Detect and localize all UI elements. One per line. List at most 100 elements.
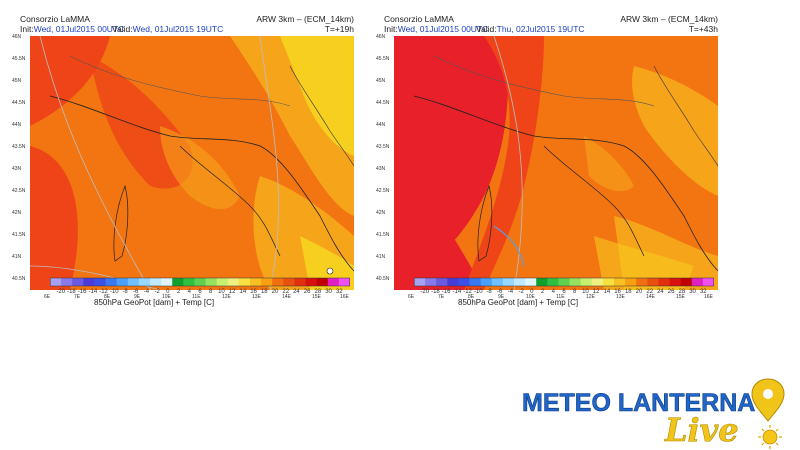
lat-label: 42N [12, 210, 22, 216]
color-swatch [525, 278, 537, 286]
color-swatch [327, 278, 340, 286]
scale-number: 22 [646, 289, 654, 295]
lat-label: 44.5N [376, 100, 390, 106]
scale-number: -6 [497, 289, 503, 295]
lon-label: 10E [526, 294, 535, 300]
logo-script-text: Live [664, 411, 739, 449]
scale-number: 0 [530, 289, 534, 295]
scale-number: 16 [614, 289, 621, 295]
scale-number: 22 [282, 289, 290, 295]
scale-number: -14 [452, 289, 462, 295]
scale-number: 2 [176, 289, 181, 295]
color-swatch [502, 278, 515, 286]
scale-number: 4 [551, 289, 555, 295]
lon-label: 16E [340, 294, 349, 300]
lon-label: 15E [676, 294, 685, 300]
color-swatch [591, 278, 604, 286]
color-swatch [680, 278, 693, 286]
color-swatch [691, 278, 704, 286]
color-swatch [469, 278, 481, 286]
lon-label: 9E [498, 294, 505, 300]
lat-label: 45N [12, 78, 22, 84]
scale-number: 20 [271, 289, 279, 295]
lon-label: 10E [162, 294, 171, 300]
org-title: Consorzio LaMMA [384, 14, 454, 24]
color-swatch [161, 278, 173, 286]
color-swatch [491, 278, 504, 286]
lat-label: 44N [12, 122, 22, 128]
color-swatch [250, 278, 262, 286]
color-swatch [602, 278, 615, 286]
scale-number: 12 [228, 289, 236, 295]
color-swatch [536, 278, 548, 286]
scale-number: 28 [678, 289, 686, 295]
scale-number: -2 [518, 289, 524, 295]
scale-number: 28 [314, 289, 322, 295]
lat-label: 42.5N [376, 188, 390, 194]
lon-label: 7E [438, 294, 445, 300]
scale-number: 32 [699, 289, 707, 295]
lon-label: 6E [408, 294, 415, 300]
scale-number: 12 [592, 289, 600, 295]
color-swatch [569, 278, 581, 286]
color-swatch [458, 278, 470, 286]
color-swatch [216, 278, 229, 286]
scale-number: 30 [689, 289, 696, 295]
lon-label: 12E [222, 294, 231, 300]
color-swatch [205, 278, 217, 286]
color-swatch [702, 278, 714, 286]
scale-number: 30 [325, 289, 332, 295]
lon-label: 6E [44, 294, 51, 300]
lat-label: 46N [12, 34, 22, 40]
lon-label: 11E [556, 294, 565, 300]
scale-number: 6 [562, 289, 566, 295]
lat-label: 41N [376, 254, 386, 260]
scale-number: 8 [209, 289, 213, 295]
lat-label: 43N [376, 166, 386, 172]
scale-number: 20 [635, 289, 643, 295]
lat-label: 45.5N [12, 56, 26, 62]
color-swatch [647, 278, 659, 286]
lat-label: 43.5N [12, 144, 26, 150]
model-title: ARW 3km – (ECM_14km) [620, 14, 718, 24]
lat-label: 40.5N [12, 276, 26, 282]
color-swatch [50, 278, 62, 286]
scale-number: 24 [657, 289, 664, 295]
lon-label: 9E [134, 294, 141, 300]
lat-label: 42.5N [12, 188, 26, 194]
scale-number: 4 [187, 289, 191, 295]
temperature-map-left: 46N 45.5N 45N 44.5N 44N 43.5N 43N 42.5N … [12, 34, 355, 300]
map-field-right [394, 35, 719, 291]
color-scale-left [50, 277, 350, 287]
lon-label: 7E [74, 294, 81, 300]
color-swatch [480, 278, 493, 286]
scale-caption: 850hPa GeoPot [dam] + Temp [C] [94, 298, 215, 307]
scale-number: -20 [56, 289, 66, 295]
lon-label: 11E [192, 294, 201, 300]
color-swatch [116, 278, 129, 286]
scale-number: 16 [250, 289, 257, 295]
lat-label: 43.5N [376, 144, 390, 150]
color-swatch [669, 278, 681, 286]
logo-main-text: METEO LANTERNA [522, 389, 755, 417]
init-time: Init:Wed, 01Jul2015 00UTC [384, 24, 489, 34]
color-swatch [138, 278, 151, 286]
color-swatch [83, 278, 95, 286]
lon-label: 15E [312, 294, 321, 300]
scale-number: 24 [293, 289, 300, 295]
valid-time: Valid:Wed, 01Jul2015 19UTC [112, 24, 224, 34]
color-swatch [447, 278, 459, 286]
scale-number: -8 [486, 289, 492, 295]
temperature-map-right: 46N 45.5N 45N 44.5N 44N 43.5N 43N 42.5N … [376, 34, 719, 300]
scale-number: -10 [473, 289, 483, 295]
scale-number: -10 [109, 289, 119, 295]
lat-label: 41N [12, 254, 22, 260]
scale-number: -12 [463, 289, 472, 295]
scale-number: -8 [122, 289, 128, 295]
color-swatch [658, 278, 670, 286]
scale-number: -16 [77, 289, 87, 295]
color-swatch [105, 278, 117, 286]
color-swatch [272, 278, 284, 286]
scale-number: -14 [88, 289, 98, 295]
lat-label: 41.5N [376, 232, 390, 238]
